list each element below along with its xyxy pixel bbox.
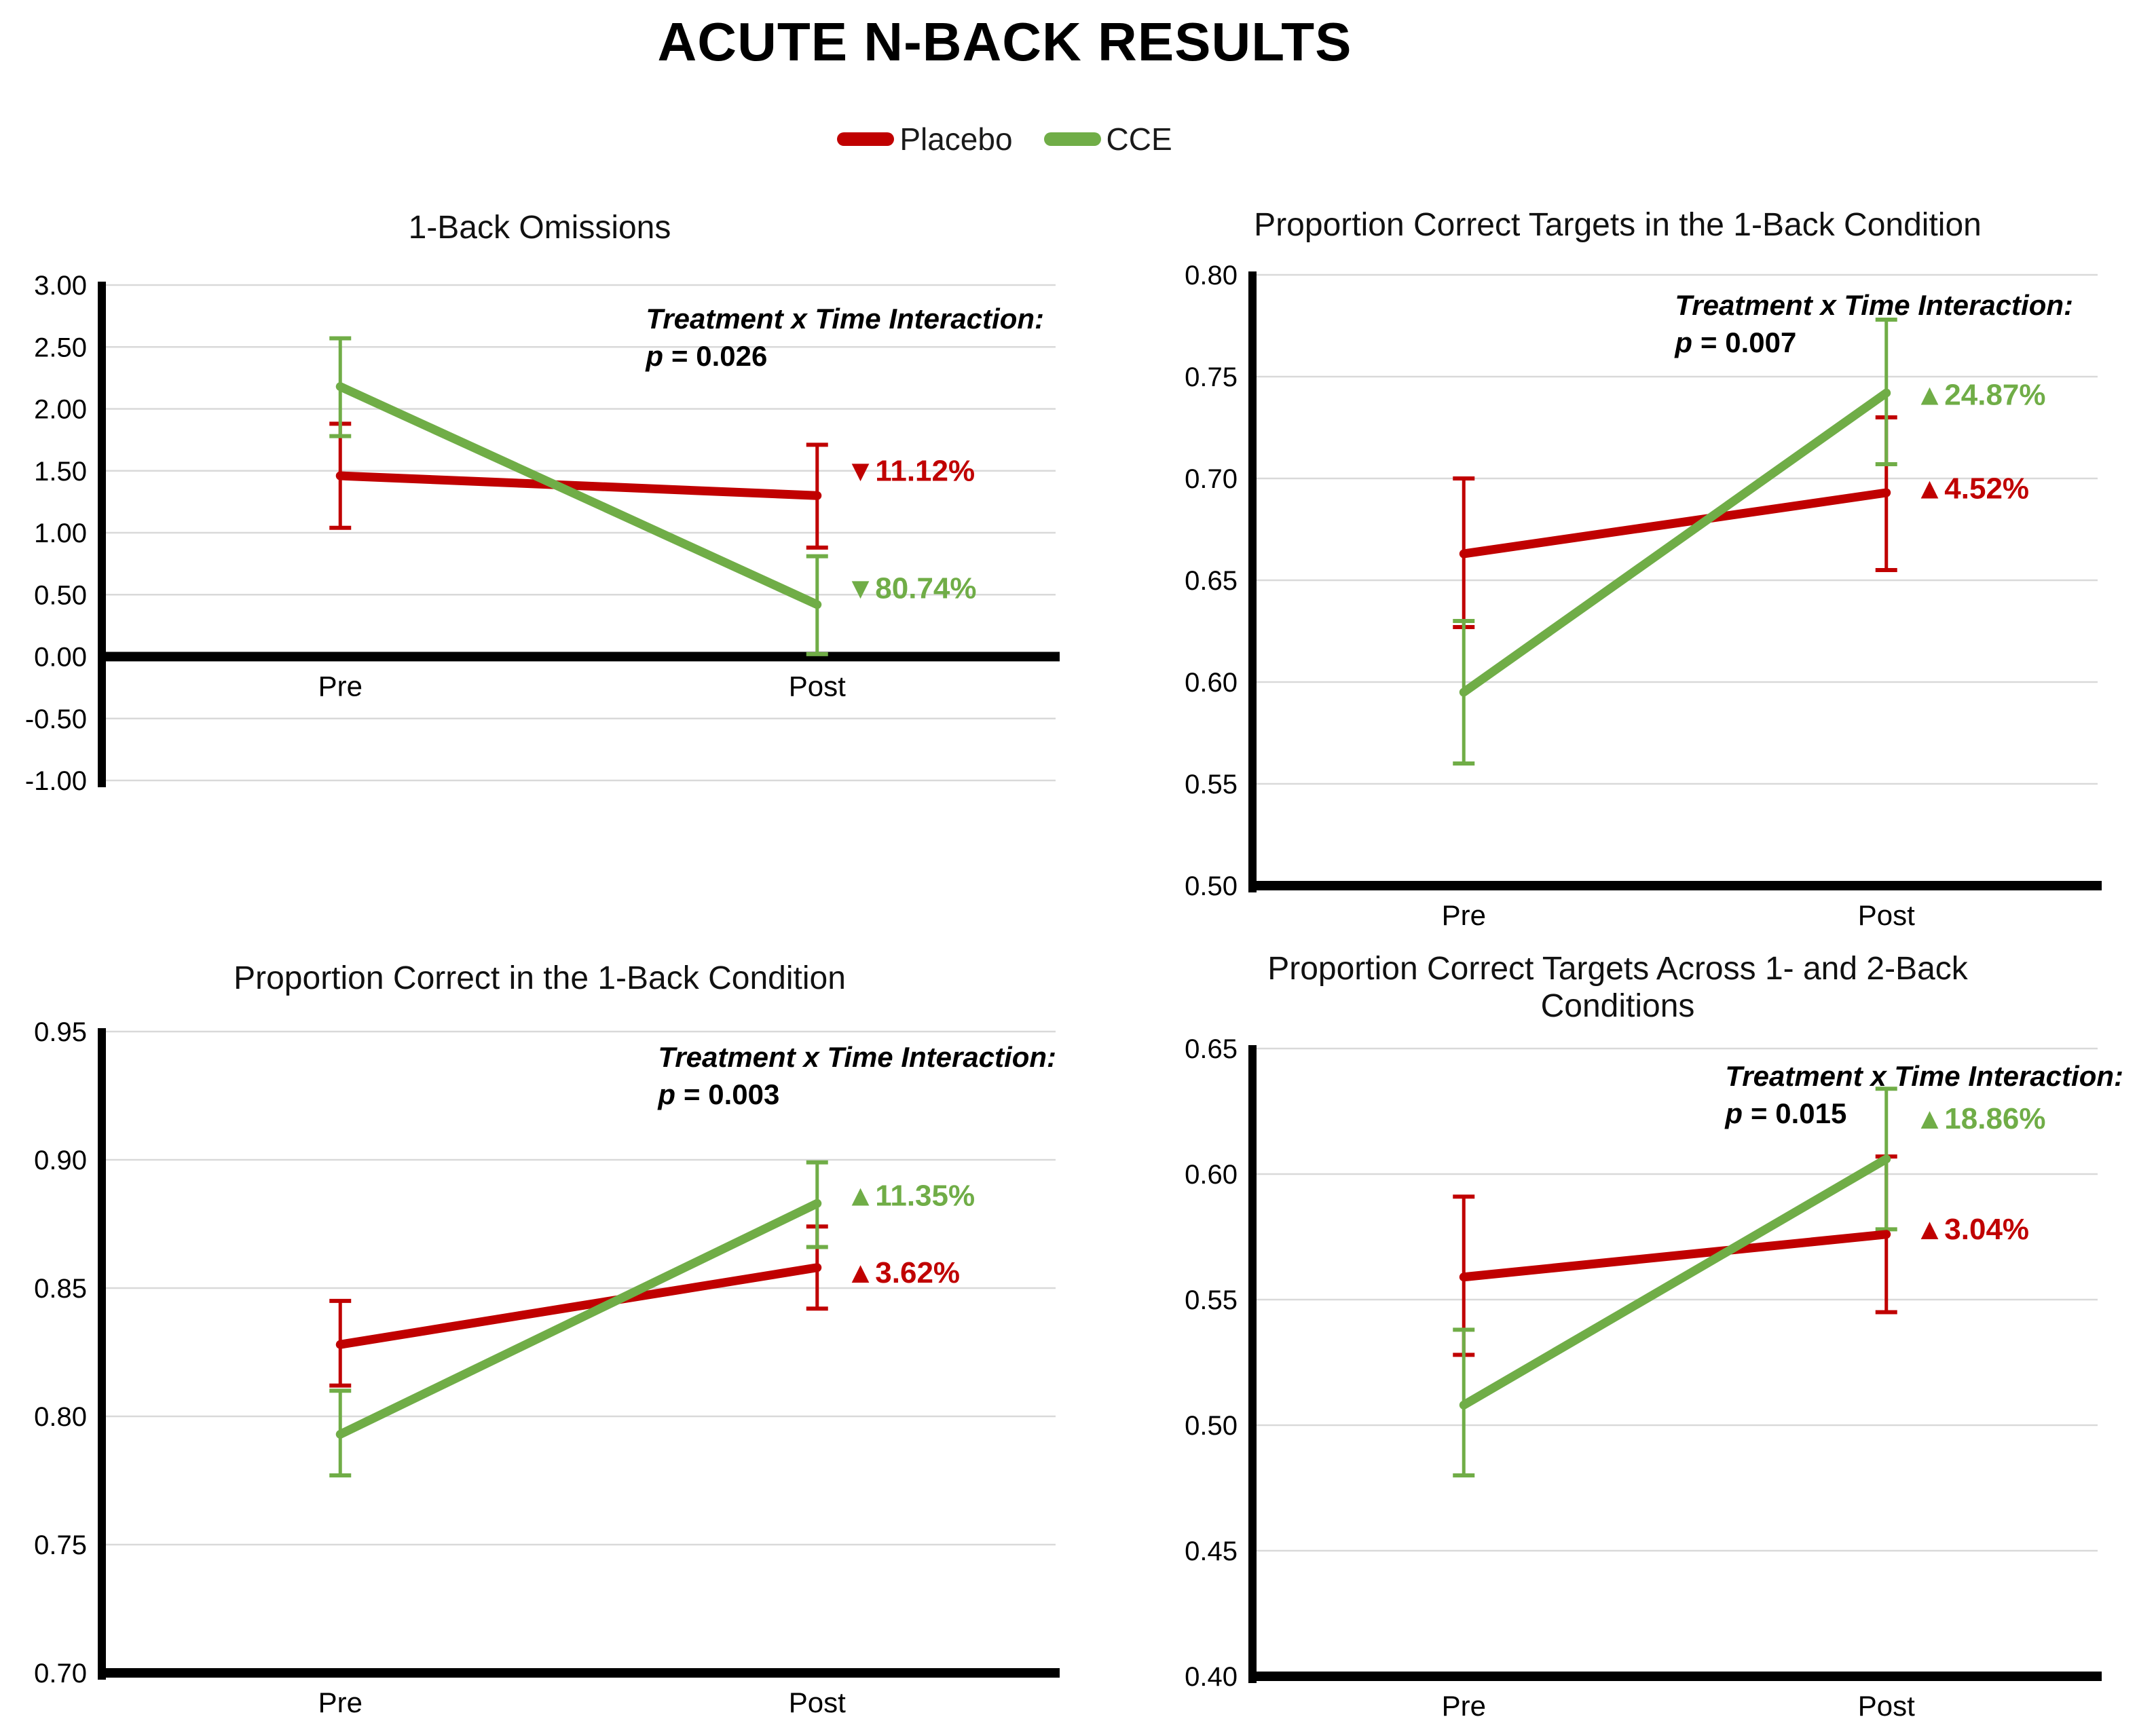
y-tick-label: 0.70 [1185, 464, 1238, 494]
y-tick-label: 0.50 [34, 580, 87, 610]
y-tick-label: 0.00 [34, 643, 87, 673]
y-tick-label: 2.00 [34, 395, 87, 425]
change-label-cce: ▲11.35% [846, 1179, 975, 1212]
y-tick-label: -0.50 [25, 704, 87, 734]
chart-title: 1-Back Omissions [408, 210, 671, 246]
plot-svg-omissions: 3.00 2.50 2.00 1.50 1.00 0.50 0.00 -0.50 -1.00 Pr… [25, 271, 1060, 796]
plot-svg-proportion-correct: 0.95 0.90 0.85 0.80 0.75 0.70 Pre Post ▲3.62% ▲11… [34, 1017, 1060, 1718]
y-tick-label: -1.00 [25, 766, 87, 796]
series-line-placebo [335, 471, 822, 500]
x-category-label: Pre [1442, 899, 1486, 931]
series-line-cce [1459, 388, 1891, 697]
x-category-label: Pre [318, 1686, 363, 1718]
y-tick-label: 0.60 [1185, 668, 1238, 698]
p-symbol: p [646, 340, 664, 373]
series-line-placebo [1459, 488, 1891, 559]
change-label-placebo: ▲3.04% [1915, 1213, 2029, 1246]
change-label-cce: ▲24.87% [1915, 379, 2046, 412]
legend-label-placebo: Placebo [899, 121, 1013, 157]
y-tick-label: 0.45 [1185, 1536, 1238, 1566]
p-value: = 0.026 [671, 340, 768, 373]
x-category-label: Post [789, 671, 846, 702]
series-line-placebo [335, 1263, 822, 1349]
legend-item-placebo: Placebo [837, 121, 1013, 157]
series-line-placebo [1459, 1230, 1891, 1282]
y-tick-label: 0.75 [34, 1530, 87, 1560]
y-tick-label: 0.60 [1185, 1160, 1238, 1190]
figure-title: ACUTE N-BACK RESULTS [657, 12, 1352, 72]
p-value: = 0.003 [684, 1078, 780, 1111]
y-tick-label: 0.80 [1185, 261, 1238, 290]
change-label-placebo: ▲3.62% [846, 1256, 960, 1289]
interaction-annotation: Treatment x Time Interaction: p = 0.007 [1675, 286, 2073, 362]
y-tick-label: 0.40 [1185, 1662, 1238, 1692]
y-tick-label: 3.00 [34, 271, 87, 301]
y-tick-label: 0.80 [34, 1402, 87, 1432]
p-symbol: p [1675, 326, 1693, 359]
chart-title: Proportion Correct Targets Across 1- and… [1079, 950, 2156, 1025]
chart-1-back-omissions: 3.00 2.50 2.00 1.50 1.00 0.50 0.00 -0.50 -1.00 Pr… [0, 197, 1079, 943]
interaction-annotation: Treatment x Time Interaction: p = 0.015 [1725, 1057, 2123, 1133]
y-tick-label: 0.90 [34, 1146, 87, 1175]
chart-proportion-correct-1-back: 0.95 0.90 0.85 0.80 0.75 0.70 Pre Post ▲3.62% ▲11… [0, 943, 1079, 1736]
y-tick-label: 0.55 [1185, 1285, 1238, 1315]
legend-item-cce: CCE [1043, 121, 1172, 157]
series-line-cce [335, 1199, 822, 1439]
chart-correct-targets-1-and-2-back: 0.65 0.60 0.55 0.50 0.45 0.40 Pre Post ▲3.04% ▲18… [1079, 943, 2156, 1736]
annotation-line2: p = 0.026 [646, 337, 1044, 375]
chart-correct-targets-1-back: 0.80 0.75 0.70 0.65 0.60 0.55 0.50 Pre Post ▲4.52… [1079, 197, 2156, 943]
y-tick-label: 0.65 [1185, 1034, 1238, 1064]
annotation-line2: p = 0.015 [1725, 1095, 2123, 1132]
annotation-line1: Treatment x Time Interaction: [1675, 289, 2073, 321]
chart-title-text: Proportion Correct Targets Across 1- and… [1267, 951, 1968, 1025]
y-tick-label: 0.70 [34, 1659, 87, 1688]
plot-svg-correct-targets-1-2back: 0.65 0.60 0.55 0.50 0.45 0.40 Pre Post ▲3.04% ▲18… [1185, 1034, 2102, 1722]
change-label-placebo: ▼11.12% [846, 454, 975, 487]
plot-svg-correct-targets-1back: 0.80 0.75 0.70 0.65 0.60 0.55 0.50 Pre Post ▲4.52… [1185, 261, 2102, 931]
x-category-label: Post [1858, 899, 1915, 931]
p-symbol: p [658, 1078, 676, 1111]
series-line-cce [1459, 1154, 1891, 1410]
interaction-annotation: Treatment x Time Interaction: p = 0.003 [658, 1038, 1056, 1114]
chart-title: Proportion Correct Targets in the 1-Back… [1254, 207, 1982, 243]
y-tick-label: 0.50 [1185, 871, 1238, 901]
x-category-label: Pre [318, 671, 363, 702]
change-label-cce: ▼80.74% [846, 572, 977, 605]
cce-line-swatch-icon [1043, 132, 1101, 146]
annotation-line2: p = 0.003 [658, 1076, 1056, 1113]
interaction-annotation: Treatment x Time Interaction: p = 0.026 [646, 300, 1044, 375]
y-tick-label: 0.65 [1185, 566, 1238, 596]
series-line-cce [335, 382, 822, 609]
p-symbol: p [1725, 1097, 1743, 1130]
legend-label-cce: CCE [1106, 121, 1172, 157]
chart-title: Proportion Correct in the 1-Back Conditi… [234, 960, 846, 996]
y-tick-label: 1.50 [34, 457, 87, 487]
annotation-line2: p = 0.007 [1675, 324, 2073, 361]
annotation-line1: Treatment x Time Interaction: [1725, 1060, 2123, 1092]
y-tick-label: 0.85 [34, 1274, 87, 1304]
y-tick-label: 2.50 [34, 333, 87, 362]
x-category-label: Pre [1442, 1690, 1486, 1722]
change-label-cce: ▲18.86% [1915, 1102, 2046, 1135]
annotation-line1: Treatment x Time Interaction: [658, 1041, 1056, 1073]
p-value: = 0.015 [1751, 1097, 1847, 1130]
change-label-placebo: ▲4.52% [1915, 472, 2029, 506]
x-category-label: Post [1858, 1690, 1915, 1722]
chart-legend: Placebo CCE [0, 121, 2009, 157]
y-tick-label: 0.75 [1185, 362, 1238, 392]
annotation-line1: Treatment x Time Interaction: [646, 303, 1044, 335]
x-category-label: Post [789, 1686, 846, 1718]
y-tick-label: 0.50 [1185, 1411, 1238, 1441]
placebo-line-swatch-icon [837, 132, 895, 146]
y-tick-label: 1.00 [34, 518, 87, 548]
p-value: = 0.007 [1700, 326, 1797, 359]
y-tick-label: 0.95 [34, 1017, 87, 1047]
y-tick-label: 0.55 [1185, 770, 1238, 799]
